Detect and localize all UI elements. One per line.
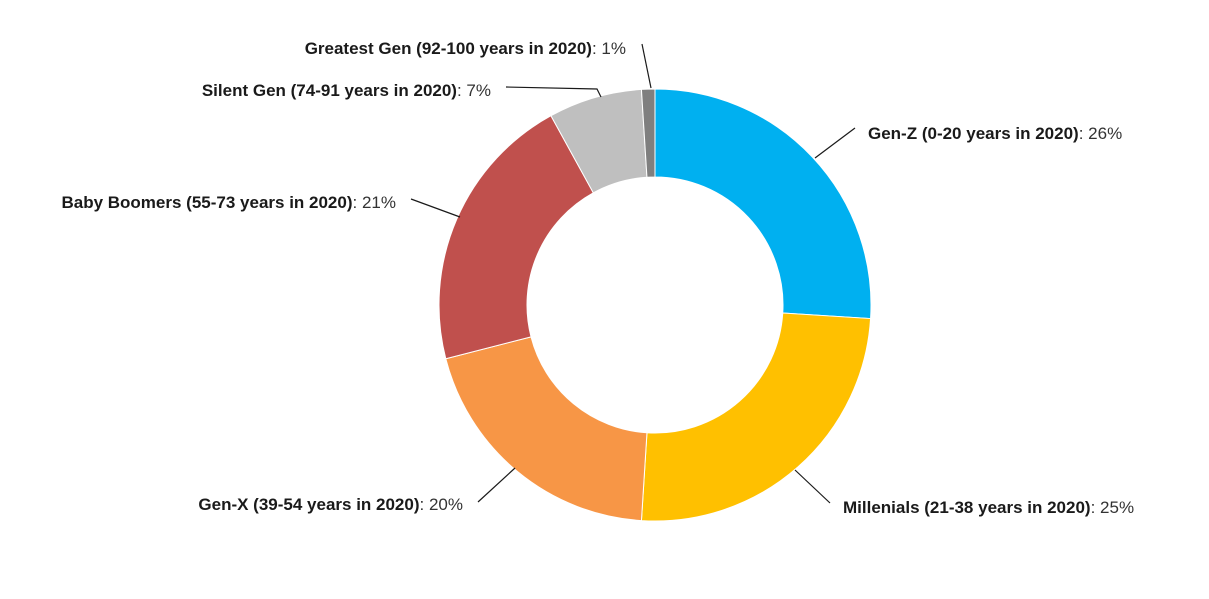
slice-label-name-0: Gen-Z (0-20 years in 2020) xyxy=(868,124,1079,143)
slice-label-5: Greatest Gen (92-100 years in 2020): 1% xyxy=(305,39,626,58)
donut-slice-0 xyxy=(654,88,872,320)
slice-label-value-3: : 21% xyxy=(353,193,396,212)
leader-line-4 xyxy=(505,86,602,98)
slice-label-3: Baby Boomers (55-73 years in 2020): 21% xyxy=(61,193,396,212)
leader-line-0 xyxy=(814,127,856,159)
slice-label-name-4: Silent Gen (74-91 years in 2020) xyxy=(202,81,457,100)
slice-label-2: Gen-X (39-54 years in 2020): 20% xyxy=(198,495,463,514)
slice-label-0: Gen-Z (0-20 years in 2020): 26% xyxy=(868,124,1122,143)
leader-line-5 xyxy=(641,43,652,89)
leader-line-2 xyxy=(477,467,516,503)
slice-label-4: Silent Gen (74-91 years in 2020): 7% xyxy=(202,81,491,100)
slice-label-name-1: Millenials (21-38 years in 2020) xyxy=(843,498,1091,517)
slice-label-1: Millenials (21-38 years in 2020): 25% xyxy=(843,498,1134,517)
slice-label-value-5: : 1% xyxy=(592,39,626,58)
labels-layer: Gen-Z (0-20 years in 2020): 26% Millenial… xyxy=(61,39,1134,517)
donut-slice-5 xyxy=(640,88,656,178)
donut-slice-1 xyxy=(640,312,872,522)
donut-slice-2 xyxy=(445,336,648,522)
slice-label-value-1: : 25% xyxy=(1091,498,1134,517)
slice-label-name-2: Gen-X (39-54 years in 2020) xyxy=(198,495,419,514)
leader-line-3 xyxy=(410,198,461,218)
leader-line-1 xyxy=(794,469,831,504)
slice-label-name-3: Baby Boomers (55-73 years in 2020) xyxy=(61,193,352,212)
slice-label-value-4: : 7% xyxy=(457,81,491,100)
leader-lines-layer xyxy=(410,43,856,504)
slice-label-value-2: : 20% xyxy=(420,495,463,514)
slice-label-name-5: Greatest Gen (92-100 years in 2020) xyxy=(305,39,592,58)
slice-label-value-0: : 26% xyxy=(1079,124,1122,143)
slices-layer xyxy=(438,88,872,522)
donut-slice-3 xyxy=(438,115,595,360)
